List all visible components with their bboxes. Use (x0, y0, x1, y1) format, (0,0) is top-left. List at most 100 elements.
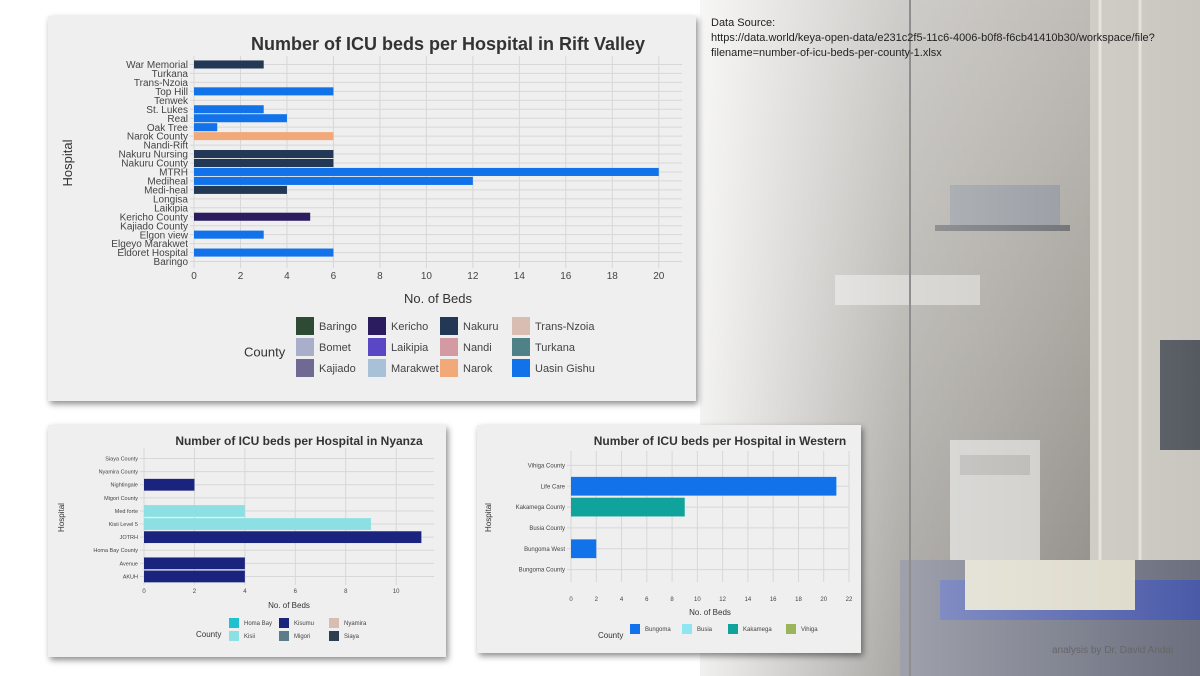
x-tick-label: 4 (284, 271, 290, 282)
y-tick-label: Kajiado County (120, 221, 188, 232)
data-source-url-line2: filename=number-of-icu-beds-per-county-1… (711, 47, 942, 59)
x-tick-label: 6 (645, 597, 649, 603)
legend-swatch-nandi (440, 338, 458, 356)
western-chart-panel: Number of ICU beds per Hospital in Weste… (477, 425, 861, 653)
x-tick-label: 14 (745, 597, 752, 603)
y-axis-title: Hospital (60, 139, 75, 186)
bar-oak-tree (194, 123, 218, 132)
bar-st-lukes (194, 105, 264, 114)
y-tick-label: Elgeyo Marakwet (111, 239, 188, 250)
chart-title: Number of ICU beds per Hospital in Rift … (251, 34, 645, 54)
analysis-credit: analysis by Dr. David Andai (1052, 645, 1174, 656)
y-tick-label: Nakuru County (121, 159, 188, 170)
y-tick-label: JOTRH (120, 535, 138, 541)
x-tick-label: 8 (670, 597, 674, 603)
legend-swatch-uasin-gishu (512, 359, 530, 377)
chart-title: Number of ICU beds per Hospital in Nyanz… (175, 434, 423, 448)
y-tick-label: Vihiga County (528, 464, 565, 470)
bar-med-forte (144, 505, 245, 517)
y-tick-label: Nakuru Nursing (119, 150, 188, 161)
y-tick-label: Bungoma County (519, 568, 565, 574)
rift-valley-bar-chart: Number of ICU beds per Hospital in Rift … (60, 34, 682, 377)
y-tick-label: Medi-heal (144, 185, 188, 196)
bar-nakuru-nursing (194, 150, 334, 159)
legend-label-kericho: Kericho (391, 321, 428, 333)
y-tick-label: Med forte (115, 509, 138, 515)
data-source-note: Data Source: https://data.world/keya-ope… (711, 16, 1191, 61)
x-axis-title: No. of Beds (404, 291, 472, 306)
x-tick-label: 16 (770, 597, 777, 603)
y-tick-label: Kericho County (120, 212, 188, 223)
y-tick-label: Eldoret Hospital (117, 248, 188, 259)
legend-label-siaya: Siaya (344, 634, 360, 640)
y-tick-label: MTRH (159, 168, 188, 179)
legend-label-uasin-gishu: Uasin Gishu (535, 363, 595, 375)
legend-swatch-vihiga (786, 624, 796, 634)
nyanza-chart-panel: Number of ICU beds per Hospital in Nyanz… (48, 425, 446, 657)
bar-kakamega-county (571, 497, 685, 517)
x-tick-label: 16 (560, 271, 572, 282)
x-tick-label: 10 (694, 597, 701, 603)
y-tick-label: St. Lukes (146, 105, 188, 116)
legend-label-homa-bay: Homa Bay (244, 621, 272, 627)
y-tick-label: Migori County (104, 496, 138, 502)
bar-kisii-level-5 (144, 518, 371, 530)
western-bar-chart: Number of ICU beds per Hospital in Weste… (484, 434, 853, 640)
bar-eldoret-hospital (194, 248, 334, 257)
y-tick-label: Baringo (154, 257, 189, 268)
x-tick-label: 2 (595, 597, 599, 603)
x-tick-label: 8 (377, 271, 383, 282)
legend-label-nyamira: Nyamira (344, 621, 367, 627)
y-tick-label: Siaya County (105, 457, 138, 463)
data-source-url-line1: https://data.world/keya-open-data/e231c2… (711, 32, 1155, 44)
x-tick-label: 0 (142, 589, 146, 595)
x-tick-label: 4 (620, 597, 624, 603)
y-tick-label: Laikipia (154, 203, 188, 214)
y-tick-label: Nandi-Rift (144, 141, 189, 152)
legend: County Baringo Bomet Kajiado Kericho Laikipia… (244, 317, 595, 377)
x-tick-label: 0 (569, 597, 573, 603)
legend-swatch-kericho (368, 317, 386, 335)
x-tick-label: 0 (191, 271, 197, 282)
legend-label-kajiado: Kajiado (319, 363, 356, 375)
legend-swatch-nakuru (440, 317, 458, 335)
bar-narok-county (194, 132, 334, 141)
legend-swatch-trans-nzoia (512, 317, 530, 335)
legend-label-narok: Narok (463, 363, 493, 375)
legend: County Homa Bay Kisii Kisumu Migori Nyamira Si… (196, 618, 367, 641)
legend-swatch-narok (440, 359, 458, 377)
y-tick-label: Narok County (127, 132, 188, 143)
x-tick-label: 4 (243, 589, 247, 595)
legend-label-migori: Migori (294, 634, 310, 640)
nyanza-bar-chart: Number of ICU beds per Hospital in Nyanz… (57, 434, 434, 641)
y-tick-label: Real (167, 114, 188, 125)
legend-swatch-bomet (296, 338, 314, 356)
legend-title: County (244, 345, 286, 360)
y-axis-title: Hospital (484, 503, 493, 532)
bar-medi-heal (194, 185, 287, 194)
x-tick-label: 10 (421, 271, 433, 282)
legend-swatch-baringo (296, 317, 314, 335)
legend-label-busia: Busia (697, 627, 713, 633)
legend-swatch-bungoma (630, 624, 640, 634)
bar-mediheal (194, 176, 473, 185)
y-axis-title: Hospital (57, 503, 66, 532)
y-tick-label: Busia County (529, 526, 565, 532)
chart-title: Number of ICU beds per Hospital in Weste… (594, 434, 846, 448)
legend-label-nandi: Nandi (463, 342, 492, 354)
y-tick-label: Bungoma West (524, 547, 565, 553)
legend-label-kisii: Kisii (244, 634, 255, 640)
y-tick-label: Mediheal (147, 177, 188, 188)
bar-nightingale (144, 478, 195, 491)
legend: County Bungoma Busia Kakamega Vihiga (598, 624, 818, 640)
legend-label-baringo: Baringo (319, 321, 357, 333)
legend-swatch-siaya (329, 631, 339, 641)
bar-jotrh (144, 531, 422, 544)
x-tick-label: 20 (820, 597, 827, 603)
grid (567, 451, 850, 582)
legend-label-trans-nzoia: Trans-Nzoia (535, 321, 595, 333)
legend-swatch-busia (682, 624, 692, 634)
bar-kericho-county (194, 212, 311, 221)
legend-label-laikipia: Laikipia (391, 342, 429, 354)
y-tick-label: Oak Tree (147, 123, 189, 134)
